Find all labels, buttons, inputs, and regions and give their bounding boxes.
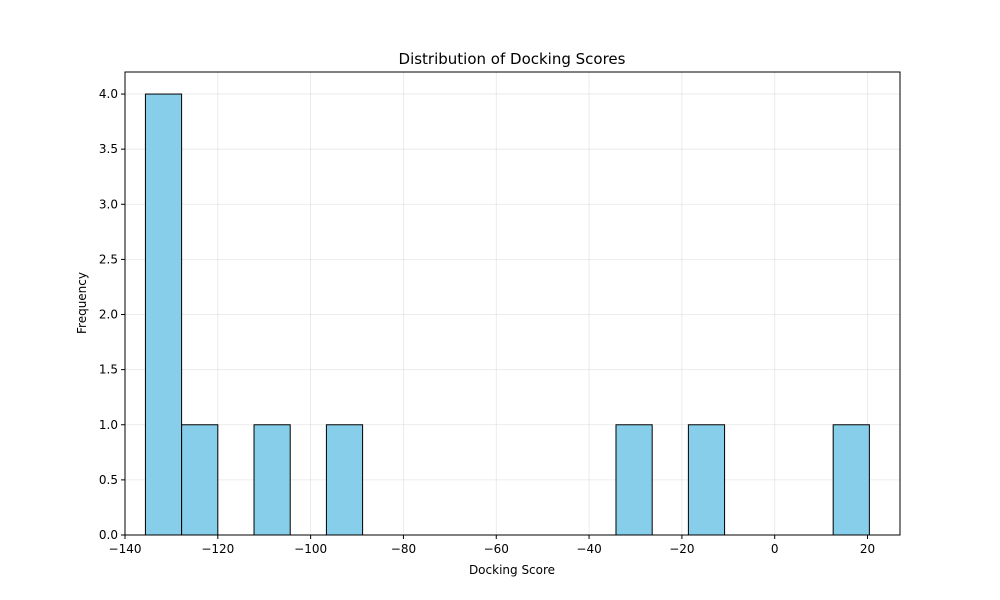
histogram-bar (687, 424, 726, 536)
x-tick-label: 20 (860, 542, 875, 556)
x-tick-label: −120 (201, 542, 234, 556)
y-tick-label: 0.5 (99, 473, 118, 487)
x-tick-label: 0 (771, 542, 779, 556)
y-axis-ticks: 0.0 0.5 1.0 1.5 2.0 2.5 3.0 3.5 4.0 (99, 87, 125, 542)
chart-title: Distribution of Docking Scores (399, 50, 626, 68)
histogram-bar (181, 424, 219, 536)
histogram-bar (325, 424, 364, 536)
plot-frame (124, 71, 901, 536)
y-tick-label: 1.5 (99, 363, 118, 377)
histogram-bar (615, 424, 653, 536)
x-tick-label: −60 (484, 542, 509, 556)
y-tick-label: 3.0 (99, 197, 118, 211)
x-tick-label: −40 (576, 542, 601, 556)
x-tick-label: −80 (391, 542, 416, 556)
y-tick-label: 1.0 (99, 418, 118, 432)
histogram-bars (144, 93, 870, 536)
y-tick-label: 2.5 (99, 252, 118, 266)
x-axis-label: Docking Score (469, 563, 555, 577)
y-axis-label: Frequency (75, 272, 89, 334)
histogram-bar (144, 93, 183, 536)
y-tick-label: 0.0 (99, 528, 118, 542)
histogram-bar (832, 424, 870, 536)
y-tick-label: 4.0 (99, 87, 118, 101)
y-tick-label: 3.5 (99, 142, 118, 156)
x-axis-ticks: −140 −120 −100 −80 −60 −40 −20 0 20 (109, 535, 875, 556)
x-tick-label: −140 (109, 542, 142, 556)
x-tick-label: −100 (294, 542, 327, 556)
histogram-bar (253, 424, 291, 536)
y-tick-label: 2.0 (99, 308, 118, 322)
x-tick-label: −20 (669, 542, 694, 556)
